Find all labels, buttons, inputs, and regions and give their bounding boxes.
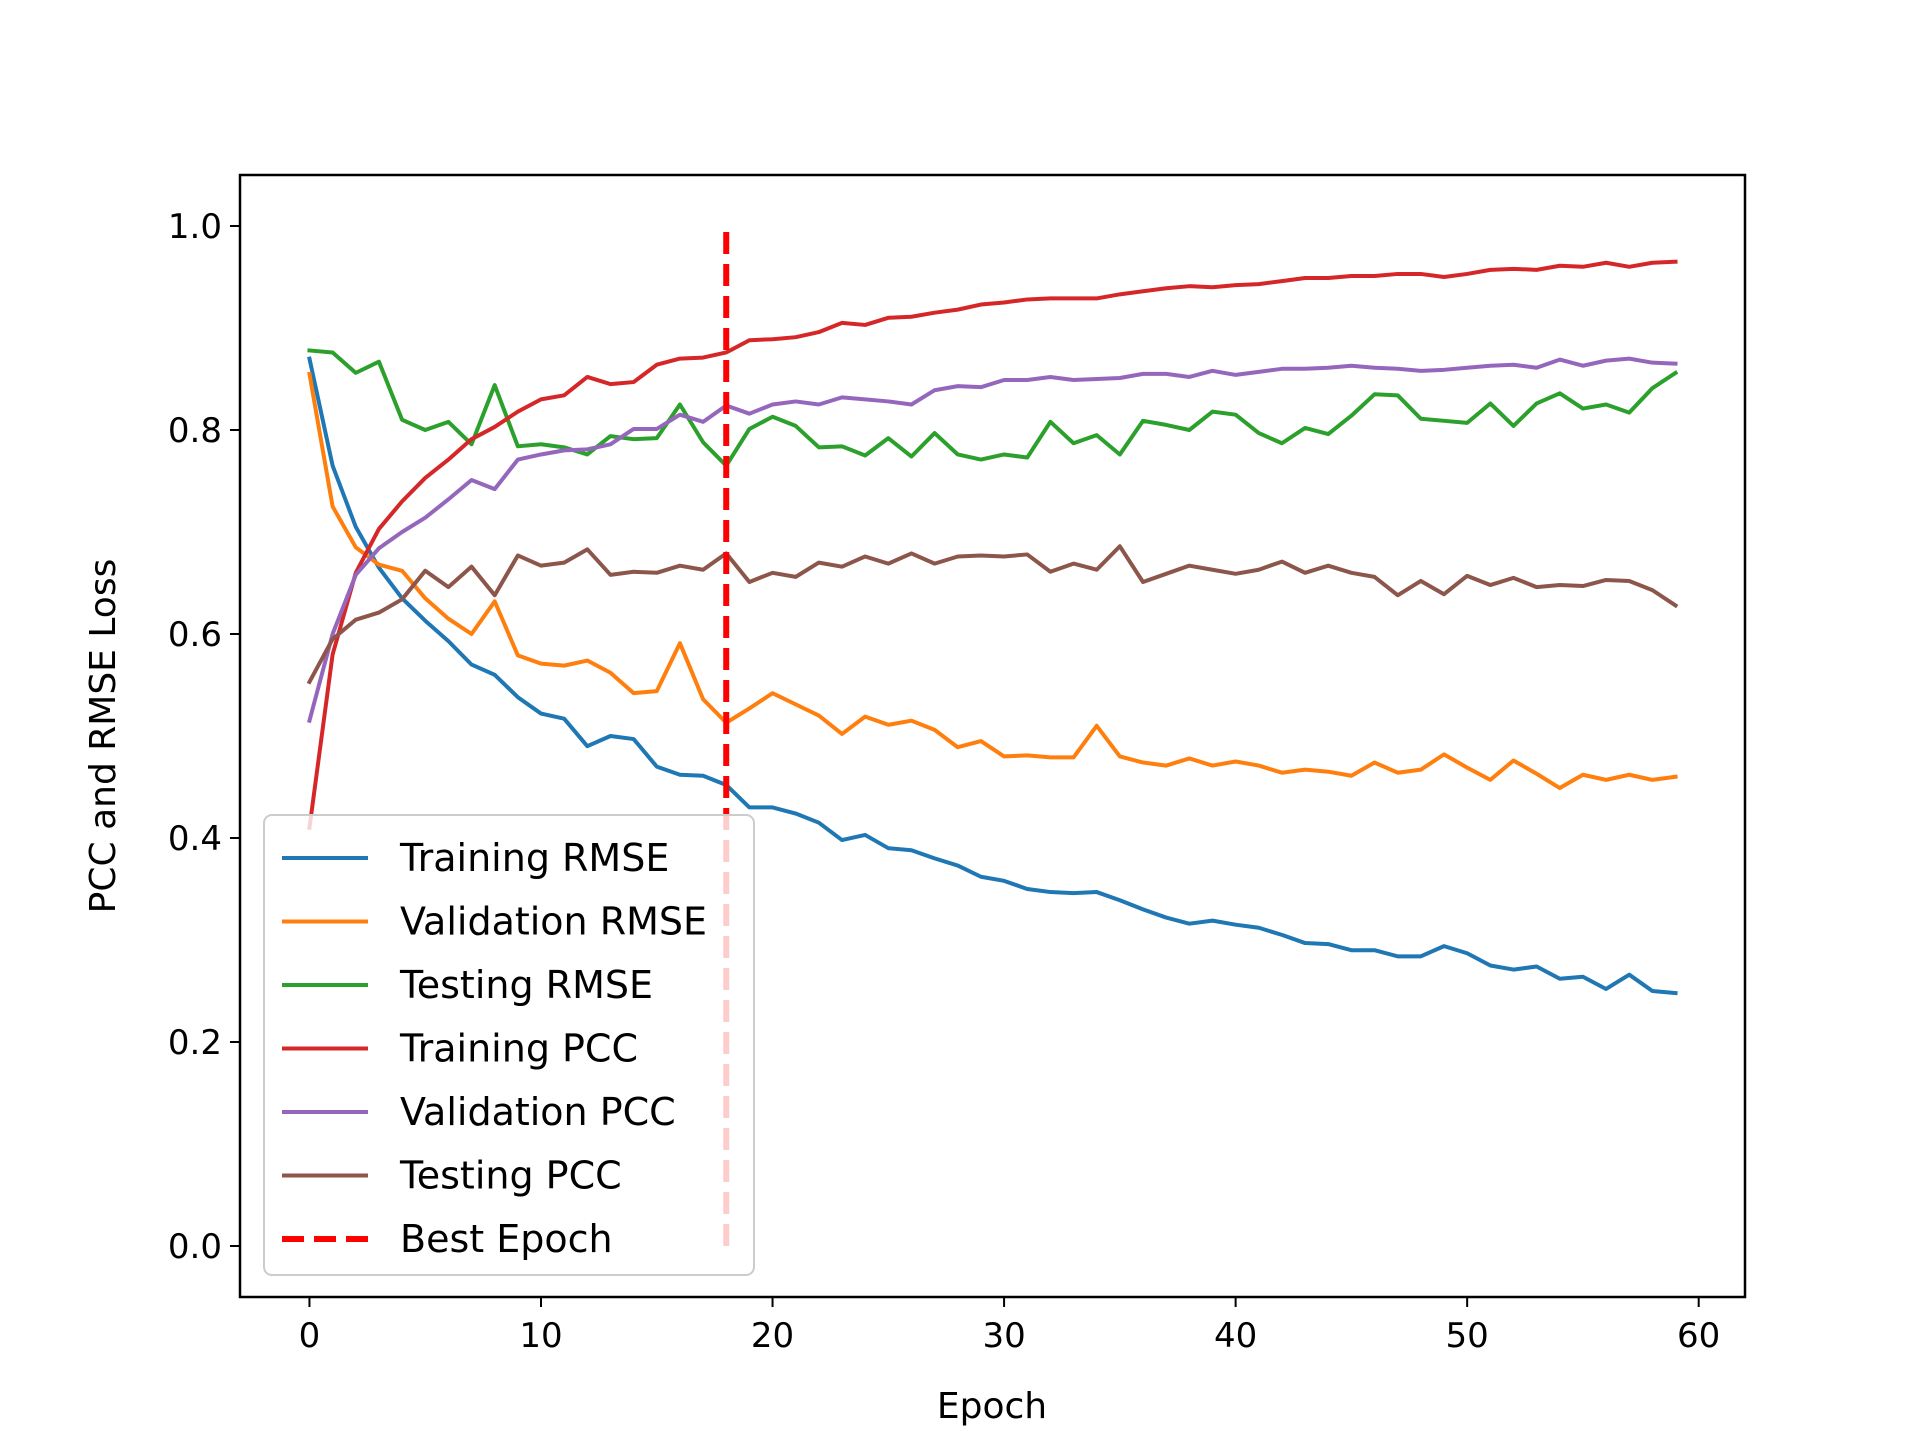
y-tick-label: 0.0 [168, 1227, 222, 1267]
legend-label: Training RMSE [399, 836, 669, 880]
series-line-training-rmse [307, 356, 1678, 996]
y-tick-label: 1.0 [168, 207, 222, 247]
y-tick-label: 0.8 [168, 411, 222, 451]
legend-label: Validation PCC [400, 1090, 676, 1134]
legend-label: Best Epoch [400, 1217, 613, 1261]
x-tick-label: 0 [299, 1316, 321, 1356]
legend-label: Validation RMSE [400, 900, 707, 944]
legend-label: Testing PCC [399, 1154, 622, 1198]
y-axis-ticks: 0.0 0.2 0.4 0.6 0.8 1.0 [168, 207, 240, 1267]
x-tick-label: 10 [519, 1316, 562, 1356]
x-tick-label: 20 [751, 1316, 794, 1356]
series-line-testing-rmse [307, 348, 1679, 468]
y-tick-label: 0.6 [168, 615, 222, 655]
x-tick-label: 40 [1214, 1316, 1257, 1356]
series-line-testing-pcc [306, 544, 1679, 685]
x-tick-label: 60 [1677, 1316, 1720, 1356]
x-tick-label: 50 [1446, 1316, 1489, 1356]
y-tick-label: 0.2 [168, 1023, 222, 1063]
plot-frame [238, 173, 1747, 1299]
legend-label: Testing RMSE [399, 963, 653, 1007]
y-tick-label: 0.4 [168, 819, 222, 859]
legend-label: Training PCC [399, 1027, 638, 1071]
series-line-validation-rmse [307, 371, 1678, 791]
y-axis-label: PCC and RMSE Loss [83, 559, 124, 914]
series-line-validation-pcc [307, 356, 1678, 724]
series-line-training-pcc [307, 259, 1678, 831]
x-axis-ticks: 0 10 20 30 40 50 60 [299, 1297, 1720, 1356]
x-axis-label: Epoch [937, 1386, 1047, 1427]
series-layer [306, 259, 1679, 996]
legend: Training RMSE Validation RMSE Testing RMSE… [263, 814, 755, 1276]
x-tick-label: 30 [982, 1316, 1025, 1356]
legend-box [263, 814, 755, 1276]
